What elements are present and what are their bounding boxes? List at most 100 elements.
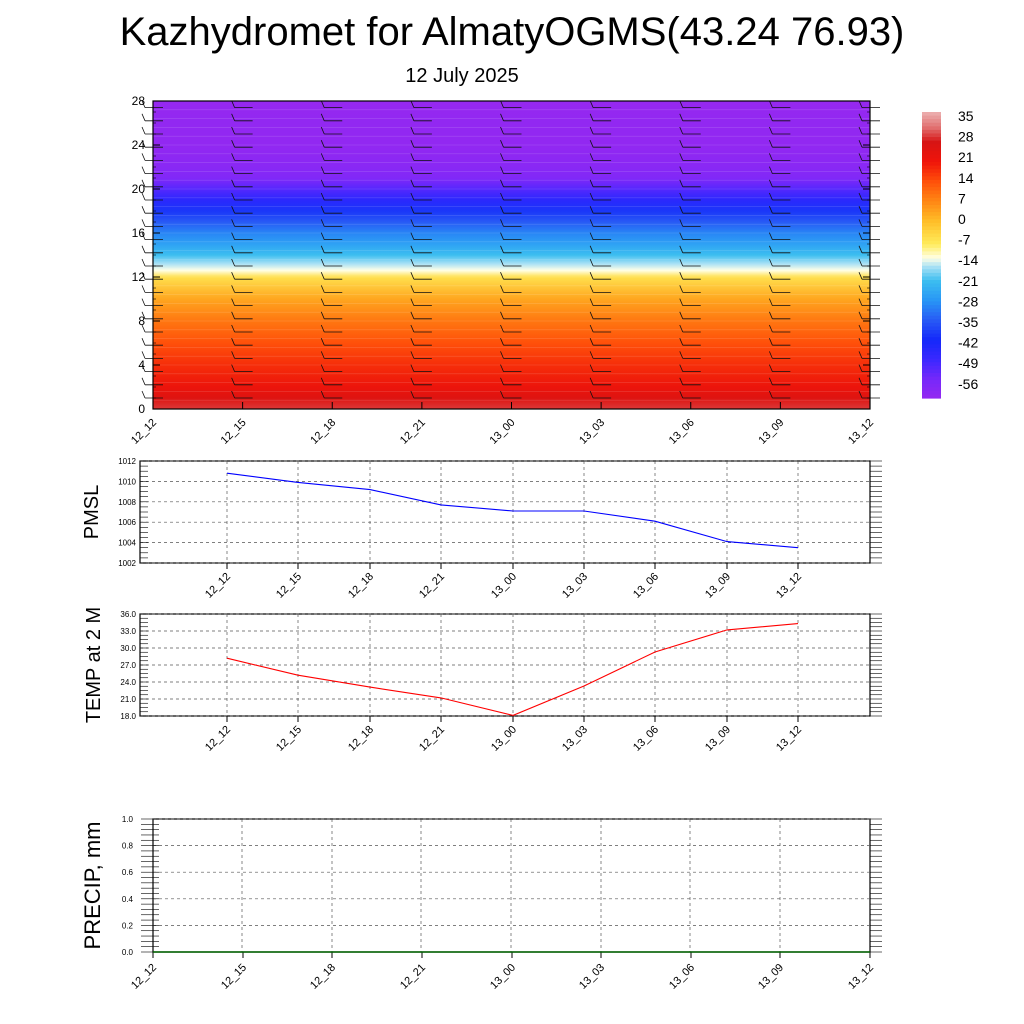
wind-barb-flag	[500, 258, 504, 267]
y-tick-label: 8	[138, 314, 145, 328]
wind-barb-flag	[231, 258, 235, 267]
wind-barb-flag	[769, 206, 773, 214]
colorbar-swatch	[922, 265, 941, 270]
colorbar-swatch	[922, 176, 941, 181]
wind-barb-flag	[320, 272, 325, 280]
wind-barb-flag	[500, 232, 504, 240]
wind-barb-flag	[231, 351, 235, 359]
x-tick-label: 12_15	[219, 417, 249, 447]
wind-barb-flag	[231, 285, 235, 293]
x-tick-label: 13_09	[703, 724, 733, 754]
wind-barb-flag	[500, 113, 504, 121]
colorbar-swatch	[922, 276, 941, 281]
wind-barb-flag	[320, 351, 325, 359]
wind-barb-flag	[858, 245, 863, 253]
colorbar-swatch	[922, 140, 941, 145]
y-tick-label: 1008	[118, 498, 136, 507]
wind-barb-flag	[500, 324, 504, 333]
wind-barb-flag	[141, 285, 146, 293]
y-tick-label: 33.0	[120, 627, 136, 636]
wind-barb-flag	[679, 232, 684, 240]
wind-barb-flag	[589, 298, 594, 306]
y-axis-title: TEMP at 2 M	[83, 607, 105, 723]
colorbar-swatch	[922, 333, 941, 338]
wind-barb-flag	[320, 113, 325, 121]
x-tick-label: 12_12	[129, 417, 159, 447]
y-tick-label: 0.6	[122, 868, 134, 877]
wind-barb-flag	[141, 245, 146, 253]
wind-barb-flag	[769, 272, 773, 280]
colorbar-swatch	[922, 255, 941, 260]
colorbar-label: 21	[958, 149, 974, 165]
wind-barb-flag	[679, 206, 684, 214]
wind-barb-flag	[141, 377, 146, 385]
y-tick-label: 20	[132, 182, 146, 196]
colorbar-swatch	[922, 294, 941, 299]
x-tick-label: 13_03	[560, 724, 590, 754]
colorbar-swatch	[922, 144, 941, 149]
colorbar-swatch	[922, 122, 941, 127]
wind-barb-flag	[410, 232, 415, 240]
wind-barb-flag	[589, 258, 594, 267]
wind-barb-flag	[769, 232, 773, 240]
colorbar-swatch	[922, 258, 941, 263]
wind-barb-flag	[589, 285, 594, 293]
colorbar-label: -42	[958, 335, 978, 351]
wind-barb-flag	[410, 364, 415, 372]
x-tick-label: 12_21	[398, 962, 428, 992]
wind-barb-flag	[141, 219, 146, 227]
wind-barb-flag	[858, 390, 863, 399]
colorbar-swatch	[922, 290, 941, 295]
colorbar-swatch	[922, 201, 941, 206]
colorbar-swatch	[922, 190, 941, 195]
wind-barb-flag	[141, 166, 146, 174]
colorbar-label: -28	[958, 293, 978, 309]
wind-barb-flag	[410, 298, 415, 306]
cross-section-panel: 0 4 8 12 16 20 24 28 12_12 12_15 12_18 12_21 13_00 13…	[129, 94, 880, 447]
wind-barb-flag	[141, 311, 146, 319]
wind-barb-flag	[410, 245, 415, 253]
colorbar-swatch	[922, 355, 941, 360]
wind-barb-flag	[320, 166, 325, 174]
colorbar-swatch	[922, 119, 941, 124]
y-tick-label: 36.0	[120, 610, 136, 619]
wind-barb-flag	[679, 351, 684, 359]
colorbar-swatch	[922, 194, 941, 199]
wind-barb-flag	[769, 192, 773, 201]
colorbar-swatch	[922, 247, 941, 253]
wind-barb-flag	[858, 364, 863, 372]
colorbar-swatch	[922, 229, 941, 235]
wind-barb-flag	[231, 100, 235, 108]
colorbar-swatch	[922, 147, 941, 152]
wind-barb-flag	[500, 140, 504, 148]
wind-barb-flag	[320, 298, 325, 306]
series-line	[226, 472, 799, 549]
x-tick-label: 13_12	[846, 417, 876, 447]
wind-barb-flag	[679, 140, 684, 148]
heatmap-field	[153, 101, 870, 409]
colorbar-swatch	[922, 219, 941, 224]
wind-barb-flag	[769, 258, 773, 267]
colorbar-swatch	[922, 305, 941, 310]
wind-barb-flag	[410, 100, 415, 108]
colorbar-swatch	[922, 244, 941, 249]
colorbar-swatch	[922, 394, 941, 399]
x-tick-label: 12_12	[129, 962, 159, 992]
wind-barb-flag	[410, 166, 415, 174]
wind-barb-flag	[589, 113, 594, 121]
wind-barb-flag	[589, 100, 594, 108]
colorbar-swatch	[922, 226, 941, 231]
wind-barb-flag	[320, 324, 325, 333]
wind-barb-flag	[320, 232, 325, 240]
wind-barb-flag	[679, 258, 684, 267]
colorbar-label: -35	[958, 314, 978, 330]
y-tick-label: 1002	[118, 559, 136, 568]
wind-barb-flag	[410, 179, 415, 187]
wind-barb-flag	[320, 179, 325, 187]
x-tick-label: 12_18	[346, 724, 376, 754]
x-tick-label: 13_09	[703, 571, 733, 601]
pmsl-panel: 1002 1004 1006 1008 1010 1012 12_12 12_15 12_18 1…	[81, 457, 882, 601]
colorbar-swatch	[922, 129, 941, 135]
y-tick-label: 16	[132, 226, 146, 240]
